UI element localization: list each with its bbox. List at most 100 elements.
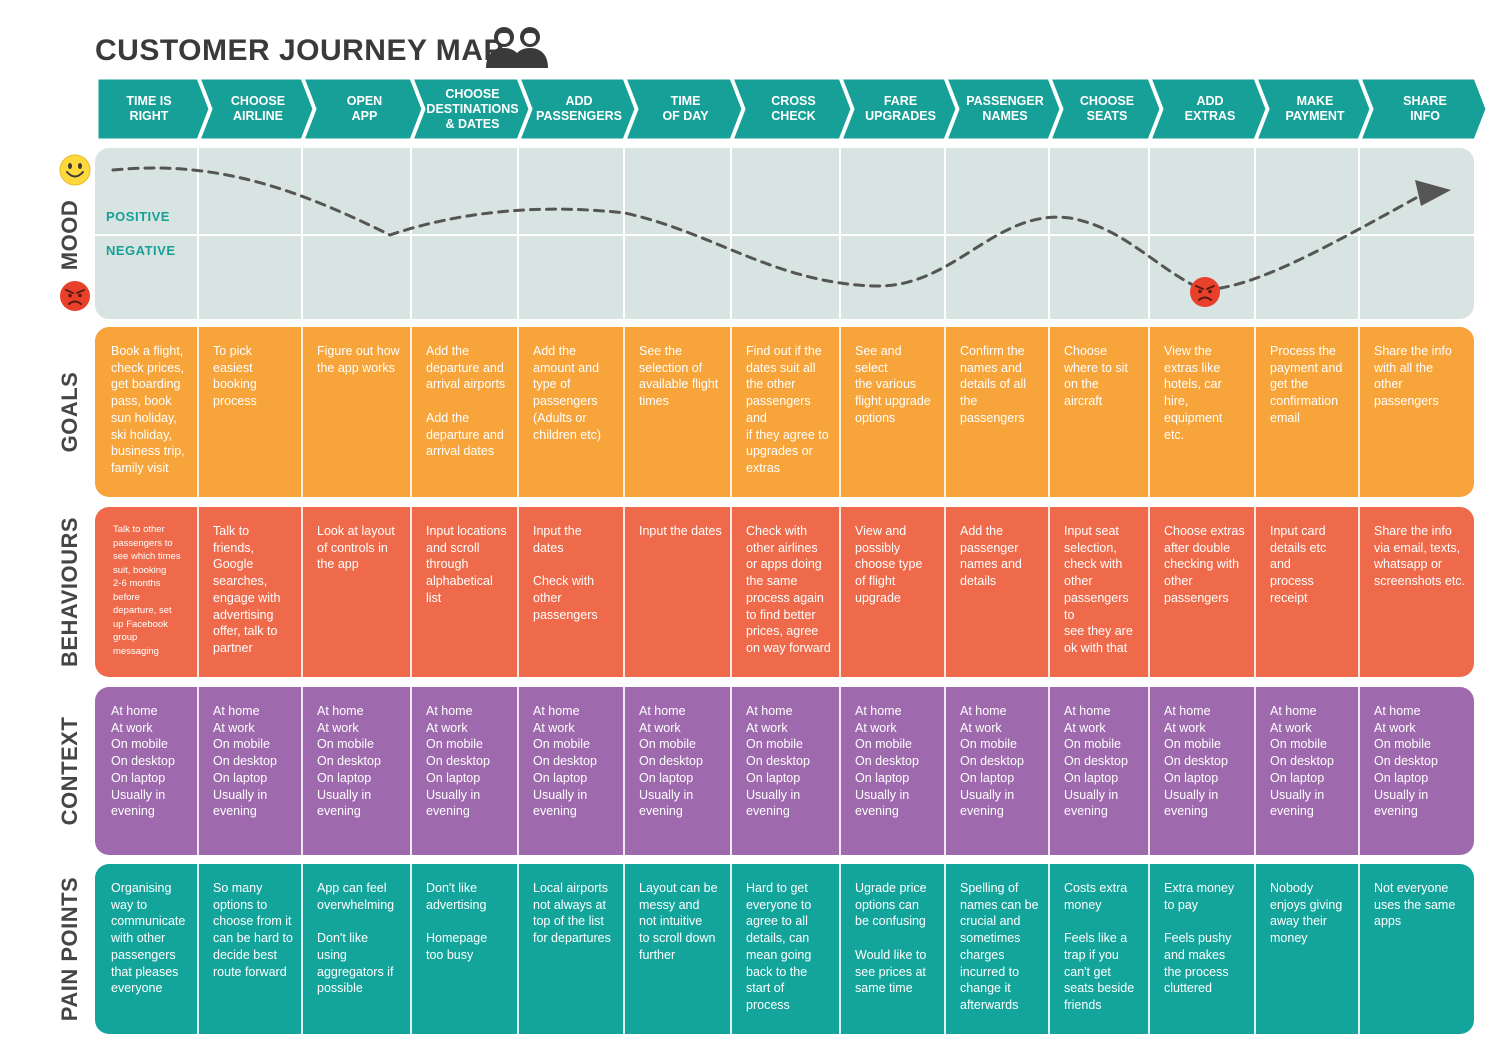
goal-cell: Confirm the names and details of all the… — [960, 344, 1027, 425]
column-divider — [730, 148, 732, 319]
column-divider — [517, 687, 519, 855]
column-divider — [1148, 864, 1150, 1034]
behaviour-cell: Input seat selection, check with other p… — [1064, 524, 1133, 655]
column-divider — [730, 864, 732, 1034]
column-divider — [944, 507, 946, 677]
pain-points-band: Organising way to communicate with other… — [95, 864, 1474, 1034]
stage-label: ADD PASSENGERS — [536, 94, 622, 123]
context-cell: At home At work On mobile On desktop On … — [960, 704, 1024, 819]
stage-label: CHOOSE SEATS — [1079, 94, 1135, 123]
column-divider — [197, 148, 199, 319]
stage-label: CROSS CHECK — [771, 94, 816, 123]
people-icon — [486, 27, 548, 68]
context-cell: At home At work On mobile On desktop On … — [1164, 704, 1228, 819]
goal-cell: Add the departure and arrival airports A… — [426, 344, 506, 459]
column-divider — [410, 327, 412, 497]
column-divider — [1254, 327, 1256, 497]
column-divider — [730, 507, 732, 677]
behaviours-band: Talk to other passengers to see which ti… — [95, 507, 1474, 677]
pain-point-cell: Extra money to pay Feels pushy and makes… — [1164, 881, 1235, 996]
pain-point-cell: Ugrade price options can be confusing Wo… — [855, 881, 927, 996]
stage-7: CROSS CHECK — [729, 76, 854, 142]
goal-cell: Choose where to sit on the aircraft — [1064, 344, 1128, 409]
pain-point-cell: App can feel overwhelming Don't like usi… — [317, 881, 395, 996]
goal-cell: See the selection of available flight ti… — [639, 344, 719, 409]
column-divider — [1048, 687, 1050, 855]
column-divider — [410, 507, 412, 677]
context-cell: At home At work On mobile On desktop On … — [533, 704, 597, 819]
column-divider — [1254, 864, 1256, 1034]
column-divider — [730, 327, 732, 497]
column-divider — [1358, 148, 1360, 319]
behaviour-cell: Input card details etc and process recei… — [1270, 524, 1327, 605]
goals-label: GOALS — [57, 371, 82, 453]
stage-9: PASSENGER NAMES — [943, 76, 1063, 142]
behaviour-cell: Input the dates — [639, 524, 722, 538]
behaviour-cell: Look at layout of controls in the app — [317, 524, 395, 572]
behaviour-cell: Talk to friends, Google searches, engage… — [213, 524, 281, 655]
mood-curve — [111, 166, 1451, 307]
behaviour-cell: Share the info via email, texts, whatsap… — [1374, 524, 1466, 589]
stage-label: TIME OF DAY — [662, 94, 709, 123]
column-divider — [1358, 864, 1360, 1034]
goal-cell: Figure out how the app works — [317, 344, 400, 375]
context-cell: At home At work On mobile On desktop On … — [111, 704, 175, 819]
stage-5: ADD PASSENGERS — [516, 76, 638, 142]
column-divider — [839, 507, 841, 677]
goal-cell: To pick easiest booking process — [213, 344, 257, 409]
column-divider — [623, 507, 625, 677]
goal-cell: Book a flight, check prices, get boardin… — [111, 344, 185, 475]
journey-stages: TIME IS RIGHT CHOOSE AIRLINE OPEN APP CHOOS… — [95, 76, 1489, 142]
column-divider — [944, 148, 946, 319]
behaviour-cell: View and possibly choose type of flight … — [855, 524, 923, 605]
context-band: At home At work On mobile On desktop On … — [95, 687, 1474, 855]
column-divider — [1048, 507, 1050, 677]
pain-point-cell: Local airports not always at top of the … — [533, 881, 611, 946]
smiley-face-icon — [59, 154, 91, 186]
angry-face-icon — [1190, 277, 1220, 307]
stage-8: FARE UPGRADES — [838, 76, 959, 142]
stage-label: TIME IS RIGHT — [126, 94, 172, 123]
column-divider — [1048, 148, 1050, 319]
context-cell: At home At work On mobile On desktop On … — [855, 704, 919, 819]
column-divider — [839, 327, 841, 497]
negative-label: NEGATIVE — [106, 243, 176, 258]
behaviour-cell: Add the passenger names and details — [960, 524, 1022, 589]
stage-4: CHOOSE DESTINATIONS & DATES — [409, 76, 532, 142]
column-divider — [1148, 327, 1150, 497]
goal-cell: Add the amount and type of passengers (A… — [533, 344, 602, 442]
column-divider — [301, 507, 303, 677]
column-divider — [1358, 327, 1360, 497]
behaviour-cell: Input locations and scroll through alpha… — [426, 524, 507, 605]
column-divider — [1358, 507, 1360, 677]
column-divider — [410, 864, 412, 1034]
pain-point-cell: Don't like advertising Homepage too busy — [426, 881, 488, 962]
pain-point-cell: Layout can be messy and not intuitive to… — [639, 881, 718, 962]
column-divider — [301, 687, 303, 855]
stage-3: OPEN APP — [300, 76, 425, 142]
pain-point-cell: Not everyone uses the same apps — [1374, 881, 1456, 929]
column-divider — [1254, 148, 1256, 319]
column-divider — [839, 687, 841, 855]
pain-point-cell: Spelling of names can be crucial and som… — [960, 881, 1039, 1012]
column-divider — [1148, 507, 1150, 677]
behaviours-label: BEHAVIOURS — [57, 516, 82, 668]
stage-10: CHOOSE SEATS — [1047, 76, 1163, 142]
goal-cell: Process the payment and get the confirma… — [1270, 344, 1343, 425]
goals-band: Book a flight, check prices, get boardin… — [95, 327, 1474, 497]
behaviour-cell: Check with other airlines or apps doing … — [746, 524, 831, 655]
column-divider — [623, 864, 625, 1034]
column-divider — [517, 148, 519, 319]
column-divider — [1254, 507, 1256, 677]
stage-12: MAKE PAYMENT — [1253, 76, 1373, 142]
column-divider — [410, 687, 412, 855]
column-divider — [623, 687, 625, 855]
context-cell: At home At work On mobile On desktop On … — [1374, 704, 1438, 819]
goal-cell: Share the info with all the other passen… — [1374, 344, 1452, 409]
pain-point-cell: Hard to get everyone to agree to all det… — [746, 881, 812, 1012]
behaviour-cell: Input the dates Check with other passeng… — [533, 524, 598, 622]
behaviour-cell: Choose extras after double checking with… — [1164, 524, 1245, 605]
goal-cell: See and select the various flight upgrad… — [855, 344, 931, 425]
stage-13: SHARE INFO — [1357, 76, 1489, 142]
page-title: CUSTOMER JOURNEY MAP — [95, 34, 504, 67]
